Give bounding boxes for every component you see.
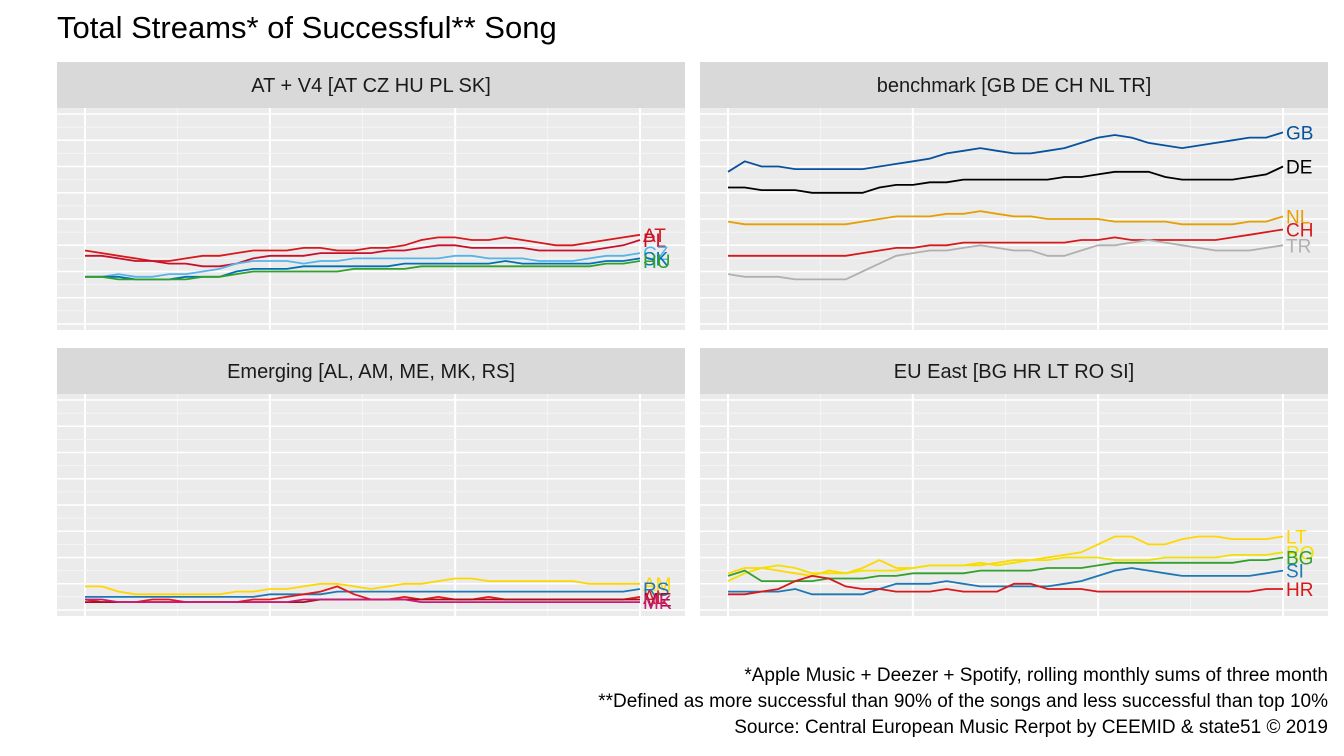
series-label-de: DE (1286, 158, 1312, 179)
series-line-nl (727, 210, 1284, 226)
series-label-at: AT (643, 226, 666, 247)
facet-strip (700, 62, 1328, 108)
facet-strip-label: Emerging [AL, AM, ME, MK, RS] (227, 361, 515, 383)
series-label-pl: PL (643, 231, 666, 252)
series-line-pl (85, 239, 641, 268)
series-label-lt: LT (1286, 528, 1307, 549)
series-line-si (728, 567, 1284, 596)
series-label-ch: CH (1286, 221, 1313, 242)
facet-strip (57, 348, 685, 394)
series-label-si: SI (1286, 562, 1304, 583)
series-line-mk (85, 598, 640, 603)
series-line-am (85, 577, 640, 596)
series-line-ro (727, 551, 1284, 582)
series-label-sk: SK (643, 249, 669, 270)
series-line-tr (727, 239, 1284, 281)
series-line-sk (85, 257, 641, 281)
series-line-hr (728, 574, 1283, 596)
series-label-tr: TR (1286, 236, 1311, 257)
series-label-bg: BG (1286, 549, 1313, 570)
series-line-bg (727, 556, 1284, 582)
series-label-cz: CZ (643, 244, 669, 265)
facet-strip (57, 62, 685, 108)
series-line-gb (727, 131, 1284, 173)
facet-strip-label: AT + V4 [AT CZ HU PL SK] (251, 75, 491, 97)
series-line-de (728, 165, 1284, 194)
facet-strip-label: benchmark [GB DE CH NL TR] (877, 75, 1152, 97)
series-label-me: ME (643, 591, 672, 612)
series-label-gb: GB (1286, 123, 1313, 144)
series-line-hu (85, 260, 641, 281)
caption-credit: Source: Central European Music Rerpot by… (734, 717, 1328, 738)
series-label-nl: NL (1286, 207, 1310, 228)
series-label-ro: RO (1286, 543, 1315, 564)
series-label-al: AL (643, 588, 666, 609)
series-line-ch (728, 228, 1284, 257)
series-label-rs: RS (643, 580, 669, 601)
series-label-hr: HR (1286, 580, 1313, 601)
caption-source-note: *Apple Music + Deezer + Spotify, rolling… (744, 665, 1328, 686)
series-label-hu: HU (643, 252, 670, 273)
facet-strip (700, 348, 1328, 394)
series-label-mk: MK (643, 593, 672, 614)
caption-definition-note: **Defined as more successful than 90% of… (598, 691, 1328, 712)
chart-title: Total Streams* of Successful** Song (57, 10, 557, 45)
facet-strip-label: EU East [BG HR LT RO SI] (894, 361, 1134, 383)
series-line-rs (85, 588, 641, 598)
series-label-am: AM (643, 575, 672, 596)
series-line-at (84, 233, 641, 262)
series-line-cz (85, 252, 641, 278)
